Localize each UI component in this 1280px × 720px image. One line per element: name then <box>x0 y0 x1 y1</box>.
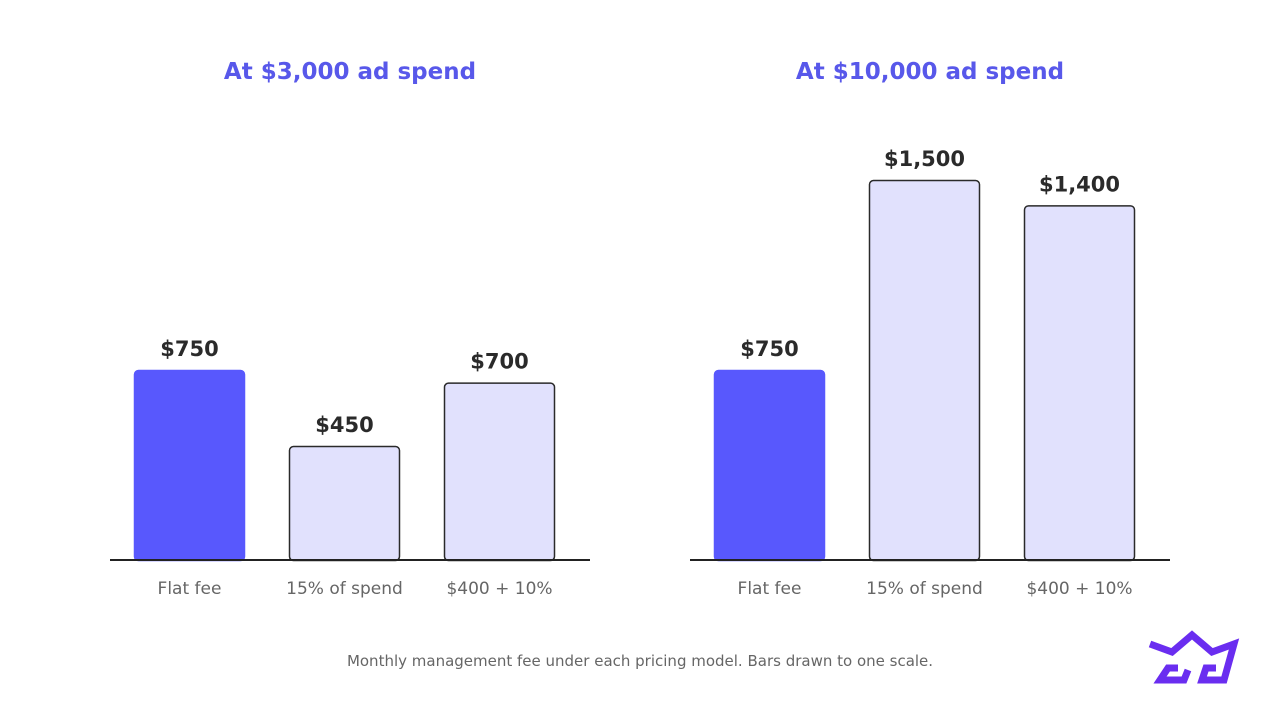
category-label-1-2: 15% of spend <box>286 579 403 599</box>
category-label-1-3: $400 + 10% <box>446 579 552 599</box>
value-label-2-2: $1,500 <box>884 147 965 171</box>
bar-2-1 <box>713 369 826 562</box>
value-label-2-1: $750 <box>740 337 798 361</box>
category-label-2-3: $400 + 10% <box>1026 579 1132 599</box>
value-label-1-3: $700 <box>470 350 528 374</box>
bar-2-2 <box>868 179 981 562</box>
bar-1-3 <box>443 382 556 562</box>
value-label-2-3: $1,400 <box>1039 172 1120 196</box>
bar-1-2 <box>288 445 401 562</box>
chart-title-1: At $3,000 ad spend <box>224 59 476 85</box>
value-label-1-2: $450 <box>315 413 373 437</box>
category-label-2-2: 15% of spend <box>866 579 983 599</box>
chart-panel-2: At $10,000 ad spend $750 Flat fee $1,500 15%… <box>690 59 1170 599</box>
bar-2-3 <box>1023 205 1136 562</box>
chart-caption: Monthly management fee under each pricin… <box>346 652 934 670</box>
category-label-2-1: Flat fee <box>738 579 802 599</box>
crown-logo-icon <box>1148 630 1240 684</box>
chart-title-2: At $10,000 ad spend <box>796 59 1064 85</box>
bar-1-1 <box>133 369 246 562</box>
category-label-1-1: Flat fee <box>158 579 222 599</box>
value-label-1-1: $750 <box>160 337 218 361</box>
chart-panel-1: At $3,000 ad spend $750 Flat fee $450 15% of… <box>110 59 590 599</box>
